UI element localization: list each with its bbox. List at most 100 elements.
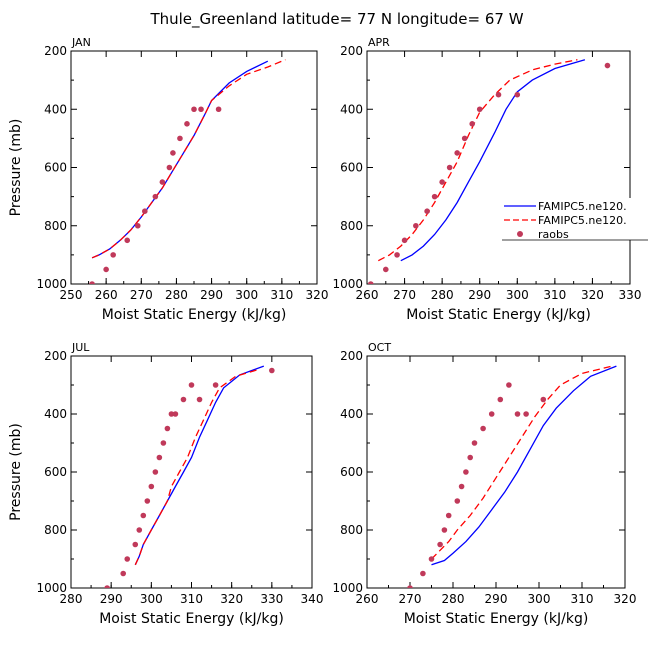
raobs-point (514, 411, 521, 417)
y-tick-label: 400 (44, 102, 67, 116)
raobs-point (188, 382, 195, 388)
x-axis-label: Moist Static Energy (kJ/kg) (406, 307, 591, 323)
raobs-point (269, 367, 275, 374)
x-tick-label: 270 (393, 288, 416, 302)
x-tick-label: 320 (220, 592, 243, 606)
raobs-point (495, 91, 502, 98)
x-tick-label: 310 (543, 288, 566, 302)
panel-oct: OCT 260 270 280 290 300 310 320 200 400 600 800 1000… (332, 341, 636, 627)
x-tick-label: 270 (130, 288, 153, 302)
raobs-point (124, 237, 131, 244)
model-2-line (378, 59, 578, 262)
panel-label: OCT (368, 341, 391, 354)
raobs-point (110, 252, 116, 258)
x-tick-label: 310 (180, 592, 203, 606)
raobs-point (104, 585, 110, 588)
raobs-point (196, 396, 203, 403)
y-tick-label: 800 (340, 523, 363, 537)
x-tick-label: 280 (60, 592, 83, 606)
y-tick-label: 800 (44, 219, 67, 233)
raobs-point (441, 527, 448, 533)
y-tick-label: 600 (44, 161, 67, 175)
x-axis-label: Moist Static Energy (kJ/kg) (102, 307, 287, 323)
raobs-point (164, 425, 171, 432)
y-tick-label: 200 (340, 349, 363, 363)
raobs-point (401, 237, 408, 244)
panel-apr: APR 260 270 280 290 300 310 320 330 200 400 600 800 1… (332, 36, 641, 323)
raobs-point (166, 164, 173, 171)
x-tick-label: 300 (235, 288, 258, 302)
panel-label: JUL (71, 341, 90, 354)
y-tick-label: 1000 (36, 581, 67, 595)
x-tick-label: 330 (619, 288, 642, 302)
legend-marker-raobs (517, 231, 523, 237)
x-axis-label: Moist Static Energy (kJ/kg) (404, 611, 589, 627)
x-tick-label: 300 (528, 592, 551, 606)
raobs-point (413, 222, 419, 229)
plot-area (104, 365, 275, 588)
plot-area (89, 59, 286, 284)
y-tick-label: 400 (44, 407, 67, 421)
y-tick-label: 800 (340, 219, 363, 233)
raobs-point (156, 454, 163, 461)
raobs-point (428, 556, 435, 562)
raobs-point (439, 179, 445, 185)
x-tick-label: 320 (614, 592, 637, 606)
panel-jul: JUL 280 290 300 310 320 330 340 200 400 600 800 1000… (8, 341, 323, 627)
raobs-point (89, 281, 95, 284)
raobs-point (394, 252, 400, 258)
raobs-point (124, 556, 131, 562)
raobs-point (172, 411, 179, 417)
raobs-point (170, 150, 176, 156)
raobs-point (461, 135, 468, 142)
raobs-point (458, 483, 465, 490)
y-tick-label: 600 (44, 465, 67, 479)
raobs-point (103, 266, 109, 273)
raobs-point (120, 570, 127, 577)
y-tick-label: 400 (340, 407, 363, 421)
plot-frame (366, 355, 626, 589)
x-tick-label: 310 (270, 288, 293, 302)
x-tick-label: 260 (95, 288, 118, 302)
plot-area (407, 365, 617, 588)
raobs-point (454, 150, 460, 156)
y-tick-label: 200 (44, 44, 67, 58)
raobs-point (488, 411, 495, 417)
panel-label: APR (368, 36, 390, 49)
raobs-point (144, 498, 151, 504)
raobs-point (506, 382, 512, 388)
y-tick-label: 600 (340, 161, 363, 175)
raobs-point (480, 425, 486, 432)
legend: FAMIPC5.ne120.FAMIPC5.ne120.raobs (502, 198, 648, 241)
y-tick-label: 1000 (36, 277, 67, 291)
raobs-point (514, 91, 521, 98)
x-tick-label: 310 (571, 592, 594, 606)
x-tick-label: 280 (442, 592, 465, 606)
x-tick-label: 290 (200, 288, 223, 302)
y-tick-label: 800 (44, 523, 67, 537)
y-axis-label: Pressure (mb) (8, 423, 24, 521)
raobs-point (140, 512, 147, 519)
x-tick-label: 340 (301, 592, 324, 606)
raobs-point (198, 106, 204, 113)
x-tick-label: 260 (356, 288, 379, 302)
model-2-line (431, 365, 613, 560)
raobs-point (212, 382, 219, 388)
raobs-point (431, 193, 438, 200)
raobs-point (215, 106, 222, 113)
raobs-point (420, 570, 426, 577)
model-1-line (400, 59, 586, 262)
raobs-point (471, 440, 478, 446)
plot-frame (366, 50, 631, 285)
raobs-point (463, 469, 469, 475)
raobs-point (469, 121, 476, 127)
panel-jan: JAN 250 260 270 280 290 300 310 320 200 400 600 800 1… (8, 36, 328, 323)
raobs-point (152, 193, 159, 200)
raobs-point (177, 135, 183, 142)
x-tick-label: 330 (260, 592, 283, 606)
x-tick-label: 290 (468, 288, 491, 302)
x-tick-label: 320 (581, 288, 604, 302)
raobs-point (159, 179, 166, 185)
raobs-point (160, 440, 167, 446)
raobs-point (540, 396, 547, 403)
